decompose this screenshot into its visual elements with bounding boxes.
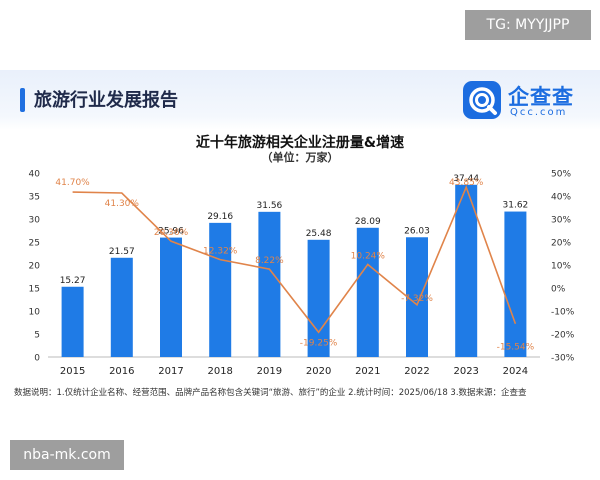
x-tick-label: 2022 [404,366,429,377]
bar-2016 [110,257,133,357]
x-tick-label: 2018 [207,366,232,377]
y-right-tick-label: 10% [551,262,571,272]
growth-rate-label: -7.32% [401,294,433,304]
growth-rate-label: 41.70% [55,178,90,188]
watermark-top: TG: MYYJJPP [465,10,591,40]
bar-2018 [209,222,232,357]
y-left-tick-label: 15 [29,285,40,295]
logo-text-cn: 企查查 [508,85,574,109]
y-right-tick-label: 50% [551,170,571,180]
growth-rate-label: 43.85% [449,178,484,188]
growth-rate-label: -19.25% [300,338,338,348]
x-tick-label: 2016 [109,366,134,377]
chart-subtitle: （单位：万家） [261,151,339,164]
bar-value-label: 31.62 [503,201,529,211]
bar-value-label: 28.09 [355,217,381,227]
bar-2021 [356,227,379,357]
y-left-tick-label: 25 [29,239,40,249]
bar-2023 [455,184,478,357]
header-accent-bar [20,88,25,112]
growth-rate-label: -15.54% [497,343,535,353]
chart-title: 近十年旅游相关企业注册量&增速 [195,135,405,151]
y-left-tick-label: 0 [34,354,40,364]
bar-value-label: 21.57 [109,247,135,257]
bar-2015 [61,286,84,357]
growth-rate-label: 10.24% [351,251,386,261]
y-right-tick-label: -20% [551,331,575,341]
y-right-tick-label: 40% [551,193,571,203]
y-right-tick-label: 30% [551,216,571,226]
x-tick-label: 2023 [453,366,478,377]
logo-text-en: Qcc.com [510,107,568,118]
qcc-logo: 企查查 Qcc.com [462,80,584,124]
y-right-tick-label: -10% [551,308,575,318]
y-right-tick-label: 0% [551,285,566,295]
chart: 0 5 10 15 20 25 30 35 40 -30% -20% -10% 0% 10% 20% 30% 4… [29,170,575,378]
y-left-tick-label: 20 [29,262,41,272]
qcc-logo-icon [463,81,501,119]
growth-rate-label: 41.30% [105,199,140,209]
bar-value-label: 29.16 [207,212,233,222]
bar-2017 [160,237,182,357]
growth-rate-label: 12.32% [203,247,238,257]
growth-rate-label: 20.36% [154,228,189,238]
x-tick-label: 2017 [158,366,183,377]
bar-2022 [406,237,428,357]
bar-value-label: 31.56 [257,201,283,211]
growth-rate-label: 8.22% [255,256,284,266]
bar-value-label: 15.27 [60,276,86,286]
bar-value-label: 25.48 [306,229,332,239]
y-left-tick-label: 30 [29,216,41,226]
bar-2024 [504,211,527,357]
x-tick-label: 2020 [306,366,331,377]
bar-2020 [307,239,330,357]
y-left-tick-label: 35 [29,193,40,203]
x-tick-label: 2021 [355,366,380,377]
y-left-tick-label: 10 [29,308,41,318]
y-right-tick-label: 20% [551,239,571,249]
y-right-tick-label: -30% [551,354,575,364]
bar-value-label: 26.03 [404,226,430,236]
y-left-tick-label: 5 [34,331,40,341]
bar-2019 [258,211,281,357]
bar-value-label: 37.44 [453,174,479,184]
x-tick-label: 2024 [503,366,528,377]
x-tick-label: 2015 [60,366,85,377]
growth-rate-line [72,184,517,334]
report-title: 旅游行业发展报告 [34,90,178,111]
report-card [0,70,600,408]
watermark-bottom: nba-mk.com [10,440,124,470]
x-tick-label: 2019 [257,366,282,377]
y-left-tick-label: 40 [29,170,41,180]
footnote: 数据说明：1.仅统计企业名称、经营范围、品牌产品名称包含关键词“旅游、旅行”的企… [14,388,527,398]
bar-value-label: 25.96 [158,227,184,237]
